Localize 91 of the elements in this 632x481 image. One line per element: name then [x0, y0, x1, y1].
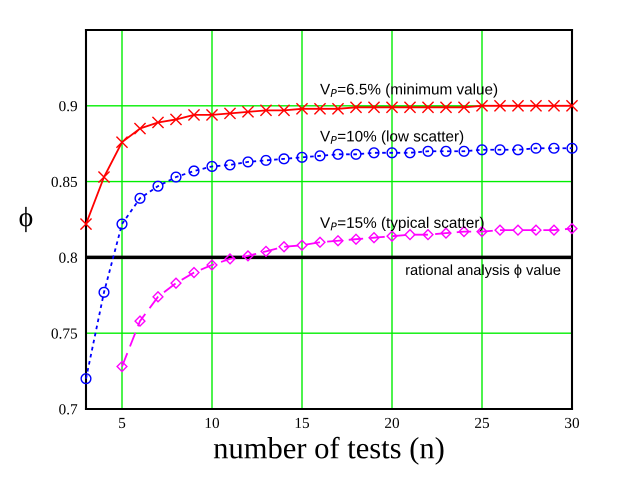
point: [260, 104, 272, 117]
y-tick-label: 0.85: [52, 176, 78, 188]
point: [98, 286, 110, 298]
point: [134, 122, 146, 135]
x-tick-label: 5: [119, 418, 126, 428]
point: [152, 116, 164, 129]
point: [224, 159, 236, 170]
point: [458, 101, 470, 114]
point: [530, 224, 542, 236]
point: [296, 102, 308, 116]
point: [566, 142, 578, 154]
point: [314, 102, 326, 116]
y-tick-label: 0.9: [59, 100, 78, 112]
point: [332, 102, 344, 116]
point: [242, 250, 254, 262]
point: [314, 150, 326, 162]
point: [224, 107, 236, 120]
point: [332, 148, 344, 160]
x-tick-label: 15: [296, 418, 310, 428]
point: [242, 156, 254, 168]
y-tick-label: 0.75: [52, 328, 78, 339]
point: [116, 218, 128, 230]
point: [386, 147, 398, 158]
x-axis-title: number of tests (n): [214, 436, 444, 465]
point: [296, 152, 308, 163]
point: [350, 101, 362, 114]
point: [134, 315, 146, 327]
point: [440, 146, 452, 157]
point: [566, 222, 578, 234]
x-tick-label: 10: [206, 418, 220, 428]
x-tick-label: 20: [385, 418, 400, 428]
point: [224, 253, 236, 265]
point: [512, 100, 524, 112]
y-axis-title: ϕ: [20, 206, 32, 232]
point: [368, 232, 380, 244]
x-tick-label: 25: [475, 418, 490, 428]
point: [296, 240, 308, 251]
point: [170, 113, 182, 126]
point: [386, 230, 398, 242]
point: [170, 171, 182, 183]
point: [440, 101, 452, 114]
point: [314, 236, 326, 248]
point: [188, 266, 200, 278]
point: [368, 101, 380, 114]
point: [350, 234, 362, 245]
x-tick-label: 30: [565, 418, 580, 428]
point: [494, 144, 506, 156]
point: [476, 144, 488, 156]
point: [206, 108, 218, 122]
point: [242, 106, 254, 118]
point: [404, 101, 416, 114]
point: [278, 104, 290, 117]
point: [152, 180, 164, 192]
point: [188, 108, 200, 122]
point: [548, 100, 560, 112]
point: [278, 241, 290, 252]
point: [476, 100, 488, 112]
point: [404, 147, 416, 158]
point: [116, 360, 128, 372]
point: [368, 147, 380, 158]
point: [332, 235, 344, 246]
point: [494, 224, 506, 236]
point: [206, 259, 218, 271]
point: [512, 224, 524, 236]
point: [260, 154, 272, 166]
point: [422, 146, 434, 157]
point: [494, 100, 506, 112]
point: [512, 144, 524, 156]
point: [530, 100, 542, 112]
point: [278, 153, 290, 164]
point: [350, 148, 362, 160]
y-tick-label: 0.8: [59, 252, 78, 263]
point: [134, 192, 146, 204]
point: [386, 101, 398, 114]
point: [80, 218, 92, 230]
point: [98, 170, 110, 184]
point: [260, 246, 272, 257]
point: [458, 146, 470, 157]
point: [422, 229, 434, 240]
point: [80, 373, 92, 384]
point: [206, 160, 218, 172]
point: [152, 291, 164, 302]
point: [188, 165, 200, 177]
point: [530, 142, 542, 154]
point: [170, 278, 182, 289]
y-tick-label: 0.7: [59, 404, 78, 415]
point: [422, 101, 434, 114]
point: [566, 100, 578, 112]
point: [548, 142, 560, 154]
point: [548, 224, 560, 236]
point: [116, 136, 128, 148]
